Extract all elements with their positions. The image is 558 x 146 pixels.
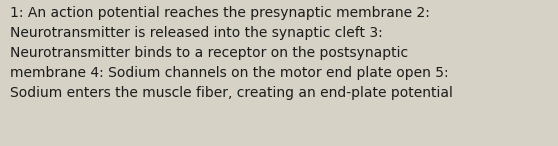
Text: 1: An action potential reaches the presynaptic membrane 2:
Neurotransmitter is r: 1: An action potential reaches the presy… bbox=[10, 6, 453, 100]
